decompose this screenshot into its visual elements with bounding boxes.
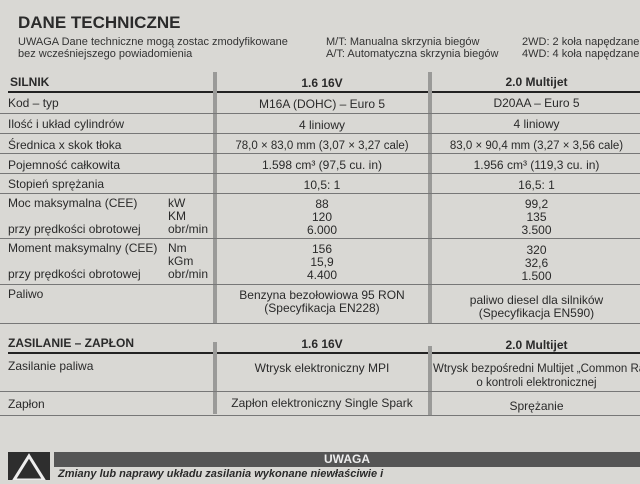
legend-mt: M/T: Manualna skrzynia biegów	[326, 36, 480, 48]
value-2-0: 135	[526, 210, 547, 224]
value-2-0: 83,0 × 90,4 mm (3,27 × 3,56 cale)	[449, 140, 624, 152]
row-sublabel: przy prędkości obrotowej	[8, 222, 141, 236]
note-line: bez wcześniejszego powiadomienia	[18, 48, 193, 60]
unit: Nm	[168, 241, 187, 255]
value-1-6: 6.000	[306, 223, 338, 237]
legend-at: A/T: Automatyczna skrzynia biegów	[326, 48, 499, 60]
value-2-0: o kontroli elektronicznej	[476, 377, 597, 389]
legend-4wd: 4WD: 4 koła napędzane	[522, 48, 640, 60]
note-line: UWAGA Dane techniczne mogą zostac zmodyf…	[18, 36, 288, 48]
row-label: Ilość i układ cylindrów	[8, 117, 125, 131]
value-1-6: M16A (DOHC) – Euro 5	[258, 97, 386, 111]
drive-legend: 2WD: 2 koła napędzane 4WD: 4 koła napędz…	[522, 36, 639, 60]
row-label: Stopień sprężania	[8, 177, 105, 191]
value-2-0: 320	[526, 243, 547, 257]
column-header-1-6: 1.6 16V	[301, 76, 343, 90]
uwaga-note: UWAGA Dane techniczne mogą zostac zmodyf…	[18, 36, 288, 60]
warning-box: UWAGA Zmiany lub naprawy układu zasilani…	[8, 452, 640, 482]
unit: KM	[168, 209, 186, 223]
table-row-moment: Moment maksymalny (CEE) przy prędkości o…	[0, 239, 640, 285]
column-header-1-6: 1.6 16V	[301, 337, 343, 351]
legend-2wd: 2WD: 2 koła napędzane	[522, 36, 640, 48]
value-1-6: 120	[311, 210, 333, 224]
unit: kW	[168, 196, 186, 210]
row-label: Zapłon	[8, 397, 45, 411]
row-label: Pojemność całkowita	[8, 158, 121, 172]
header-rule	[8, 352, 640, 354]
transmission-legend: M/T: Manualna skrzynia biegów A/T: Autom…	[326, 36, 498, 60]
value-2-0: Wtrysk bezpośredni Multijet „Common Rai	[433, 363, 640, 375]
column-header-2-0: 2.0 Multijet	[505, 338, 568, 352]
value-1-6: Wtrysk elektroniczny MPI	[254, 361, 390, 375]
column-divider	[213, 72, 217, 323]
section-header-silnik: SILNIK	[10, 75, 50, 89]
unit: obr/min	[168, 267, 209, 281]
table-row-paliwo: Paliwo Benzyna bezołowiowa 95 RON (Specy…	[0, 285, 640, 324]
table-row-moc: Moc maksymalna (CEE) przy prędkości obro…	[0, 194, 640, 239]
warning-title: UWAGA	[54, 452, 640, 467]
value-2-0: Sprężanie	[509, 399, 564, 413]
value-1-6: 4 liniowy	[298, 118, 346, 132]
value-1-6: 15,9	[310, 255, 334, 269]
row-sublabel: przy prędkości obrotowej	[8, 267, 141, 281]
row-label: Paliwo	[8, 287, 44, 301]
unit: obr/min	[168, 222, 209, 236]
table-row: Zasilanie paliwa Wtrysk elektroniczny MP…	[0, 354, 640, 392]
row-label: Moc maksymalna (CEE)	[8, 196, 138, 210]
value-2-0: 32,6	[524, 256, 549, 270]
column-divider	[213, 342, 217, 414]
row-label: Kod – typ	[8, 96, 59, 110]
table-row: Pojemność całkowita 1.598 cm³ (97,5 cu. …	[0, 154, 640, 174]
value-2-0: (Specyfikacja EN590)	[478, 306, 595, 320]
table-row: Stopień sprężania 10,5: 1 16,5: 1	[0, 174, 640, 194]
value-2-0: D20AA – Euro 5	[493, 96, 580, 110]
value-1-6: Zapłon elektroniczny Single Spark	[231, 396, 413, 410]
column-divider	[428, 72, 432, 323]
unit: kGm	[168, 254, 194, 268]
value-2-0: 4 liniowy	[513, 117, 560, 131]
value-1-6: 10,5: 1	[303, 178, 341, 192]
row-label: Moment maksymalny (CEE)	[8, 241, 158, 255]
value-1-6: 4.400	[306, 268, 338, 282]
value-2-0: paliwo diesel dla silników	[469, 293, 604, 307]
column-header-2-0: 2.0 Multijet	[505, 75, 568, 89]
value-2-0: 3.500	[521, 223, 552, 237]
warning-text: Zmiany lub naprawy układu zasilania wyko…	[58, 468, 384, 480]
value-2-0: 1.956 cm³ (119,3 cu. in)	[473, 158, 600, 172]
value-1-6: 156	[311, 242, 333, 256]
value-1-6: 88	[315, 197, 329, 211]
row-label: Zasilanie paliwa	[8, 359, 94, 373]
table-row: Kod – typ M16A (DOHC) – Euro 5 D20AA – E…	[0, 93, 640, 114]
table-row: Zapłon Zapłon elektroniczny Single Spark…	[0, 392, 640, 416]
table-row: Średnica x skok tłoka 78,0 × 83,0 mm (3,…	[0, 134, 640, 154]
value-2-0: 16,5: 1	[518, 178, 555, 192]
section-header-zasilanie: ZASILANIE – ZAPŁON	[8, 336, 135, 350]
value-1-6: 1.598 cm³ (97,5 cu. in)	[261, 158, 383, 172]
table-row: Ilość i układ cylindrów 4 liniowy 4 lini…	[0, 114, 640, 134]
header-rule	[8, 91, 640, 93]
page-title: DANE TECHNICZNE	[18, 13, 181, 32]
value-1-6: Benzyna bezołowiowa 95 RON	[239, 288, 405, 302]
value-2-0: 1.500	[521, 269, 552, 283]
warning-triangle-icon	[8, 452, 50, 482]
value-1-6: 78,0 × 83,0 mm (3,07 × 3,27 cale)	[235, 140, 409, 152]
row-label: Średnica x skok tłoka	[8, 138, 122, 152]
value-2-0: 99,2	[524, 197, 549, 211]
column-divider	[428, 346, 432, 416]
value-1-6: (Specyfikacja EN228)	[264, 301, 380, 315]
